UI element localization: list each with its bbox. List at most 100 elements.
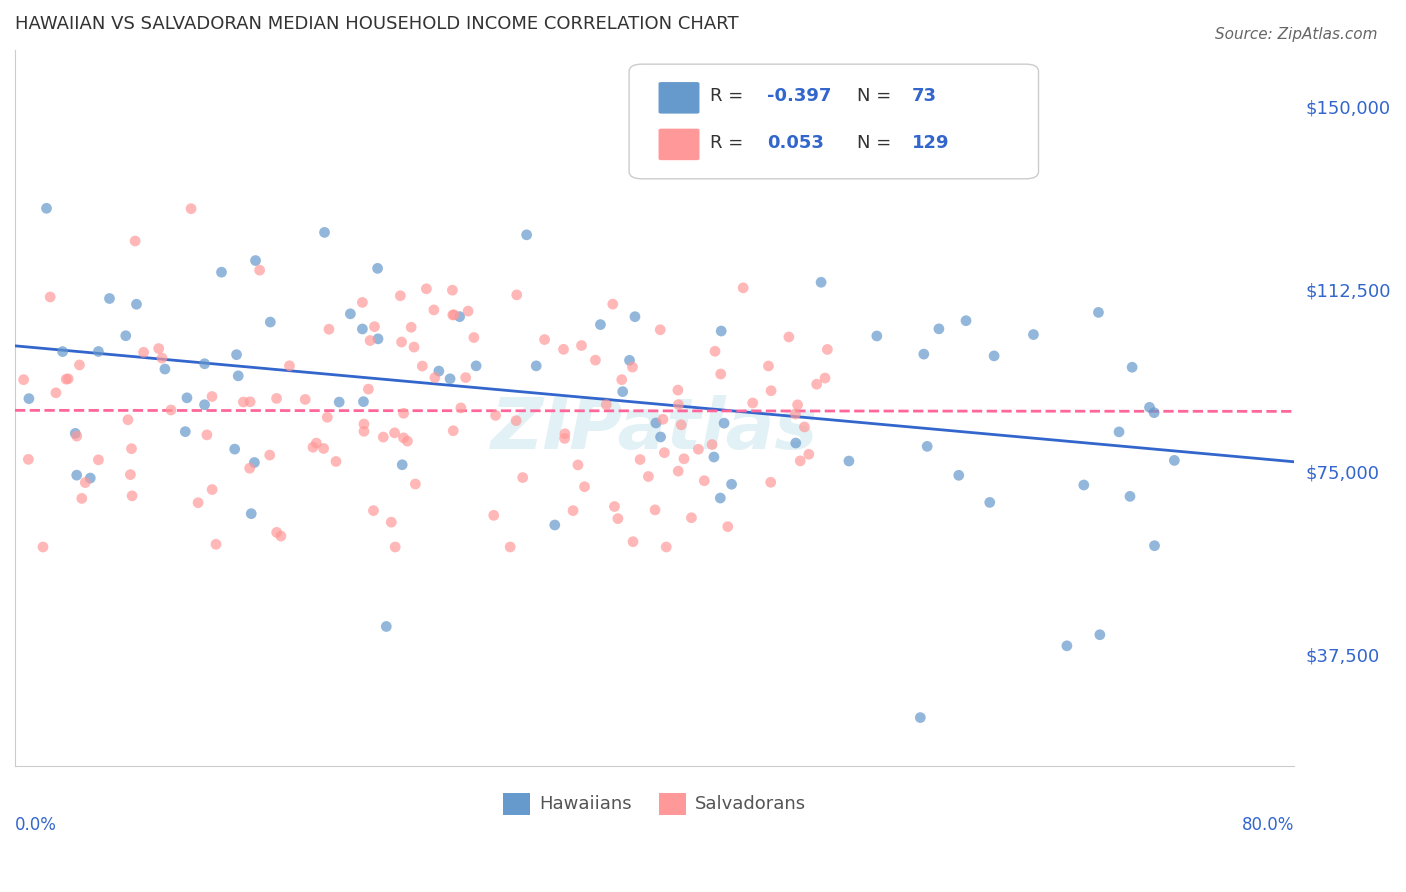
Salvadorans — [499, 540, 522, 554]
Salvadorans — [759, 475, 782, 490]
Salvadorans — [353, 417, 375, 431]
Hawaiians — [624, 310, 647, 324]
Hawaiians — [125, 297, 148, 311]
Salvadorans — [454, 370, 477, 384]
Hawaiians — [391, 458, 413, 472]
Hawaiians — [709, 491, 731, 505]
Salvadorans — [359, 334, 381, 348]
Hawaiians — [703, 450, 725, 464]
Salvadorans — [650, 323, 672, 337]
Salvadorans — [121, 442, 143, 456]
Hawaiians — [983, 349, 1005, 363]
Salvadorans — [391, 334, 413, 349]
Hawaiians — [427, 364, 450, 378]
Hawaiians — [713, 416, 735, 430]
Hawaiians — [644, 416, 666, 430]
Salvadorans — [232, 395, 254, 409]
Hawaiians — [153, 362, 176, 376]
Hawaiians — [224, 442, 246, 456]
Hawaiians — [524, 359, 547, 373]
Text: $150,000: $150,000 — [1306, 99, 1391, 118]
Salvadorans — [441, 283, 464, 297]
Salvadorans — [567, 458, 589, 472]
Salvadorans — [132, 345, 155, 359]
Salvadorans — [450, 401, 472, 415]
Text: $112,500: $112,500 — [1306, 282, 1391, 300]
Hawaiians — [1087, 305, 1109, 319]
Salvadorans — [644, 503, 666, 517]
Hawaiians — [838, 454, 860, 468]
Hawaiians — [194, 357, 217, 371]
Salvadorans — [201, 483, 224, 497]
Salvadorans — [793, 420, 815, 434]
Salvadorans — [554, 426, 576, 441]
FancyBboxPatch shape — [658, 82, 699, 113]
Hawaiians — [243, 455, 266, 469]
Salvadorans — [120, 467, 142, 482]
Hawaiians — [516, 227, 538, 242]
Hawaiians — [1022, 327, 1045, 342]
Salvadorans — [671, 417, 693, 432]
Salvadorans — [70, 491, 93, 506]
Hawaiians — [193, 398, 215, 412]
Hawaiians — [1056, 639, 1078, 653]
Salvadorans — [87, 453, 110, 467]
Salvadorans — [117, 413, 139, 427]
Salvadorans — [637, 469, 659, 483]
Hawaiians — [87, 344, 110, 359]
Hawaiians — [211, 265, 233, 279]
Hawaiians — [367, 332, 389, 346]
Salvadorans — [733, 281, 755, 295]
Salvadorans — [441, 424, 464, 438]
Salvadorans — [785, 407, 807, 421]
Salvadorans — [797, 447, 820, 461]
Salvadorans — [778, 330, 800, 344]
Salvadorans — [249, 263, 271, 277]
Salvadorans — [759, 384, 782, 398]
Salvadorans — [700, 437, 723, 451]
Salvadorans — [806, 377, 828, 392]
Salvadorans — [205, 537, 228, 551]
Salvadorans — [443, 308, 465, 322]
Salvadorans — [180, 202, 202, 216]
Hawaiians — [948, 468, 970, 483]
Hawaiians — [176, 391, 198, 405]
Salvadorans — [56, 372, 79, 386]
Hawaiians — [1121, 360, 1143, 375]
Salvadorans — [463, 330, 485, 344]
Salvadorans — [75, 475, 97, 490]
Salvadorans — [316, 410, 339, 425]
Hawaiians — [259, 315, 281, 329]
Text: R =: R = — [710, 134, 749, 152]
Salvadorans — [789, 454, 811, 468]
Salvadorans — [710, 367, 733, 381]
Hawaiians — [449, 310, 471, 324]
Salvadorans — [666, 398, 689, 412]
Hawaiians — [339, 307, 361, 321]
Hawaiians — [465, 359, 488, 373]
Hawaiians — [328, 395, 350, 409]
Salvadorans — [640, 77, 662, 91]
Salvadorans — [312, 442, 335, 456]
Salvadorans — [66, 429, 89, 443]
Text: ZIPatlas: ZIPatlas — [491, 395, 818, 464]
Salvadorans — [423, 302, 446, 317]
Salvadorans — [574, 480, 596, 494]
Salvadorans — [318, 322, 340, 336]
Hawaiians — [439, 372, 461, 386]
Salvadorans — [239, 394, 262, 409]
Salvadorans — [610, 373, 633, 387]
Legend: Hawaiians, Salvadorans: Hawaiians, Salvadorans — [496, 785, 814, 822]
Hawaiians — [1329, 565, 1351, 579]
Hawaiians — [1119, 489, 1142, 503]
Salvadorans — [195, 428, 218, 442]
Hawaiians — [810, 275, 832, 289]
Salvadorans — [506, 288, 529, 302]
Salvadorans — [704, 344, 727, 359]
Salvadorans — [717, 519, 740, 533]
Salvadorans — [666, 383, 689, 397]
Hawaiians — [1143, 539, 1166, 553]
Hawaiians — [710, 324, 733, 338]
Salvadorans — [150, 351, 173, 365]
Salvadorans — [363, 503, 385, 517]
